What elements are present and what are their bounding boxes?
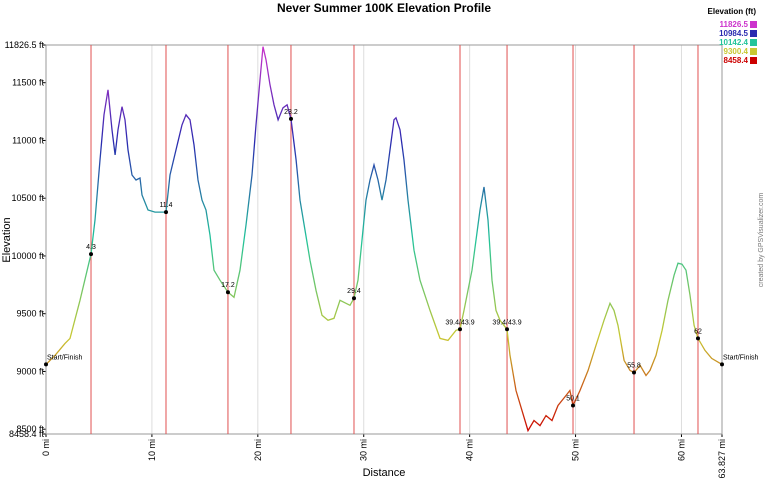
- x-tick-label: 60 mi: [676, 439, 686, 461]
- waypoint-marker: [163, 210, 168, 215]
- legend-label: 10142.4: [719, 38, 748, 47]
- waypoint-label: Start/Finish: [723, 354, 759, 361]
- waypoint-label: Start/Finish: [47, 354, 83, 361]
- plot-frame: [45, 44, 723, 435]
- waypoint-label: 55.8: [627, 362, 641, 369]
- waypoint-label: 23.2: [284, 109, 298, 116]
- waypoint-marker: [720, 362, 724, 367]
- waypoint-label: 11.4: [159, 202, 172, 209]
- y-tick-label: 9000 ft: [16, 366, 44, 376]
- elevation-line: [45, 46, 723, 433]
- waypoint-marker: [89, 252, 94, 257]
- waypoint-marker: [44, 362, 48, 367]
- legend-swatch: [750, 30, 757, 37]
- legend-swatch: [750, 57, 757, 64]
- x-tick-label: 63.827 mi: [717, 439, 727, 479]
- legend-label: 9300.4: [724, 47, 749, 56]
- waypoint-marker: [225, 290, 230, 295]
- x-tick-label: 40 mi: [465, 439, 475, 461]
- y-tick-label: 8458.4 ft: [9, 429, 45, 439]
- y-tick-label: 11000 ft: [12, 135, 44, 145]
- waypoint-marker: [351, 296, 356, 301]
- waypoint-marker: [458, 327, 463, 332]
- waypoint-marker: [695, 336, 700, 341]
- waypoint-label: 17.2: [221, 282, 235, 289]
- waypoint-label: 4.3: [86, 244, 96, 251]
- x-axis-title: Distance: [363, 467, 406, 479]
- waypoint-marker: [288, 116, 293, 121]
- legend-swatch: [750, 48, 757, 55]
- x-tick-label: 0 mi: [41, 439, 51, 456]
- legend-label: 10984.5: [719, 29, 748, 38]
- waypoint-marker: [632, 370, 637, 375]
- x-tick-label: 10 mi: [147, 439, 157, 461]
- x-tick-label: 30 mi: [359, 439, 369, 461]
- legend-swatch: [750, 39, 757, 46]
- waypoint-label: 29.4: [347, 288, 361, 295]
- waypoint-label: 39.4/43.9: [492, 319, 521, 326]
- y-tick-label: 11500 ft: [12, 78, 44, 88]
- legend-label: 11826.5: [720, 20, 749, 29]
- waypoint-label: 39.4/43.9: [445, 319, 474, 326]
- waypoint-label: 50.1: [566, 396, 580, 403]
- y-axis-title: Elevation: [1, 217, 13, 262]
- x-tick-label: 50 mi: [571, 439, 581, 461]
- x-tick-label: 20 mi: [253, 439, 263, 461]
- y-tick-label: 10000 ft: [11, 251, 44, 261]
- y-tick-label: 10500 ft: [11, 193, 44, 203]
- waypoint-marker: [571, 403, 576, 408]
- waypoint-marker: [505, 327, 510, 332]
- credit: created by GPSVisualizer.com: [758, 193, 765, 288]
- y-tick-label: 8500 ft: [16, 424, 44, 434]
- legend-swatch: [750, 21, 757, 28]
- chart-title: Never Summer 100K Elevation Profile: [277, 1, 491, 15]
- legend-title: Elevation (ft): [708, 7, 757, 16]
- y-tick-label: 9500 ft: [16, 309, 44, 319]
- waypoint-label: 62: [694, 328, 702, 335]
- y-tick-label: 11826.5 ft: [5, 40, 45, 50]
- legend-label: 8458.4: [724, 56, 749, 65]
